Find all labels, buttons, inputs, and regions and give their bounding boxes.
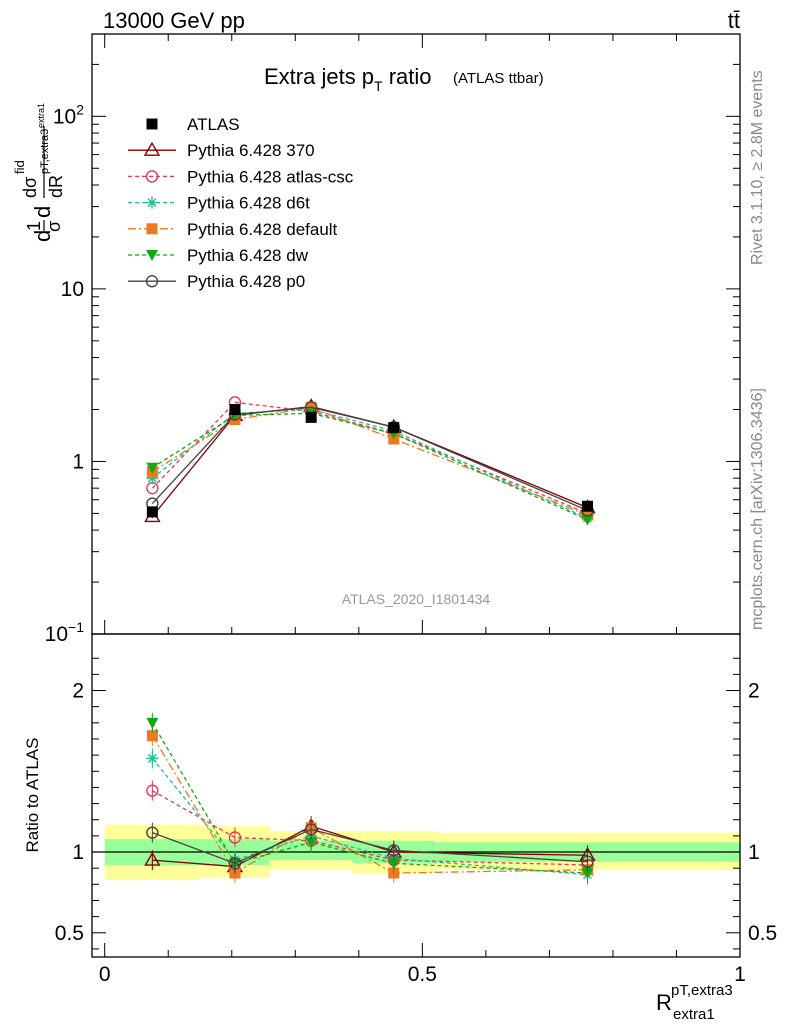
main-point-4-4 — [581, 514, 594, 526]
rivet-label: Rivet 3.1.10, ≥ 2.8M events — [749, 70, 766, 265]
ylabel-sigma: σ — [44, 221, 64, 232]
ylabel-dsig: dσ — [20, 177, 40, 198]
ratio-panel-frame: 0.5 0.51 12 20 0.5 1 — [55, 633, 777, 986]
ylabel-d2: d — [30, 206, 55, 218]
main-ytick-label-1: 1 — [72, 450, 84, 473]
ratio-frame — [91, 633, 741, 958]
legend-label-4: Pythia 6.428 default — [187, 220, 338, 239]
x-axis-label: R pT,extra3 extra1 — [656, 982, 733, 1023]
ratio-point-3-0 — [146, 730, 158, 742]
data-point-3 — [388, 422, 400, 434]
xlabel-sup: pT,extra3 — [671, 982, 733, 999]
ratio-ytick-label-right-2: 2 — [748, 680, 760, 703]
main-series-line-0 — [151, 405, 588, 517]
main-series-line-2 — [151, 408, 588, 519]
ratio-point-4-3 — [387, 858, 400, 870]
ratio-point-4-0 — [146, 717, 159, 729]
mcplots-label: mcplots.cern.ch [arXiv:1306.3436] — [749, 388, 766, 630]
main-series-line-5 — [151, 406, 588, 512]
ratio-ytick-label-right-0: 0.5 — [748, 922, 777, 945]
ratio-point-4-2 — [305, 837, 318, 849]
legend-label-1: Pythia 6.428 370 — [187, 141, 315, 160]
ylabel-sub: pT,extra3 — [39, 129, 51, 174]
main-ytick-label-3: 102 — [53, 101, 84, 128]
data-point-4 — [582, 500, 594, 512]
ratio-y-axis-label: Ratio to ATLAS — [23, 738, 42, 853]
main-ytick-label-0: 10−1 — [45, 619, 85, 646]
main-point-4-0 — [146, 462, 159, 474]
ratio-point-5-3 — [387, 844, 400, 857]
main-title-tail: ratio — [383, 64, 432, 89]
xlabel-main: R — [656, 990, 672, 1015]
main-series-line-4 — [152, 412, 588, 521]
data-point-2 — [305, 411, 317, 423]
main-title-text: Extra jets p — [264, 64, 374, 89]
legend-marker-1 — [143, 141, 161, 156]
legend-marker-2 — [145, 170, 159, 183]
data-point-0 — [146, 506, 158, 518]
main-ytick-label-2: 10 — [61, 278, 84, 301]
main-y-axis-label: d 1 σ d dσ fid dR pT,extra3 extra1 — [12, 103, 66, 242]
ratio-point-5-0 — [146, 826, 159, 839]
ylabel-d: d — [30, 230, 55, 242]
ylabel-one: 1 — [24, 221, 44, 231]
ratio-point-0-0 — [144, 851, 161, 866]
legend-label-3: Pythia 6.428 d6t — [187, 194, 310, 213]
legend-label-0: ATLAS — [187, 115, 240, 134]
energy-label: 13000 GeV pp — [103, 8, 245, 33]
main-point-2-0 — [146, 472, 159, 485]
ratio-ytick-label-left-1: 1 — [72, 841, 84, 864]
ylabel-dR: dR — [46, 175, 66, 198]
legend-marker-3 — [146, 196, 158, 209]
main-title-sub: T — [374, 78, 383, 94]
analysis-annotation: ATLAS_2020_I1801434 — [342, 591, 491, 607]
legend-label-6: Pythia 6.428 p0 — [187, 272, 305, 291]
main-series-line-1 — [151, 401, 588, 514]
legend-marker-4 — [146, 223, 158, 235]
ratio-ytick-label-right-1: 1 — [748, 841, 760, 864]
ratio-point-1-0 — [146, 784, 159, 797]
ratio-series-line-3 — [151, 735, 588, 874]
ratio-series-layer — [144, 712, 596, 885]
process-label: tt̄ — [728, 8, 740, 33]
data-point-1 — [229, 403, 241, 415]
ratio-point-4-4 — [581, 868, 594, 880]
ratio-point-1-1 — [228, 831, 242, 844]
legend: ATLAS Pythia 6.428 370 Pythia 6.428 atlas-… — [128, 115, 354, 291]
main-title: Extra jets pT ratio — [264, 64, 432, 94]
main-title-note: (ATLAS ttbar) — [453, 70, 544, 87]
ratio-ytick-label-left-0: 0.5 — [55, 922, 84, 945]
ratio-point-5-4 — [581, 855, 594, 868]
legend-marker-6 — [145, 275, 159, 288]
legend-label-5: Pythia 6.428 dw — [187, 246, 309, 265]
ratio-ytick-label-left-2: 2 — [72, 680, 84, 703]
main-panel-frame: 10−1 1 10 102 — [45, 33, 741, 646]
ylabel-fid: fid — [12, 160, 27, 174]
xlabel-sub: extra1 — [673, 1006, 715, 1023]
ratio-point-5-2 — [304, 823, 318, 836]
legend-marker-0 — [146, 118, 158, 130]
main-series-layer — [144, 396, 596, 526]
xtick-label-1: 0.5 — [408, 963, 437, 986]
ratio-point-5-1 — [228, 857, 242, 870]
main-series-line-3 — [152, 406, 588, 516]
legend-label-2: Pythia 6.428 atlas-csc — [187, 167, 354, 186]
legend-marker-5 — [146, 250, 158, 261]
ylabel-subsub: extra1 — [36, 103, 46, 128]
xtick-label-0: 0 — [99, 963, 111, 986]
xtick-label-2: 1 — [734, 963, 746, 986]
ratio-series-line-4 — [151, 722, 588, 874]
ratio-point-2-0 — [146, 752, 159, 765]
